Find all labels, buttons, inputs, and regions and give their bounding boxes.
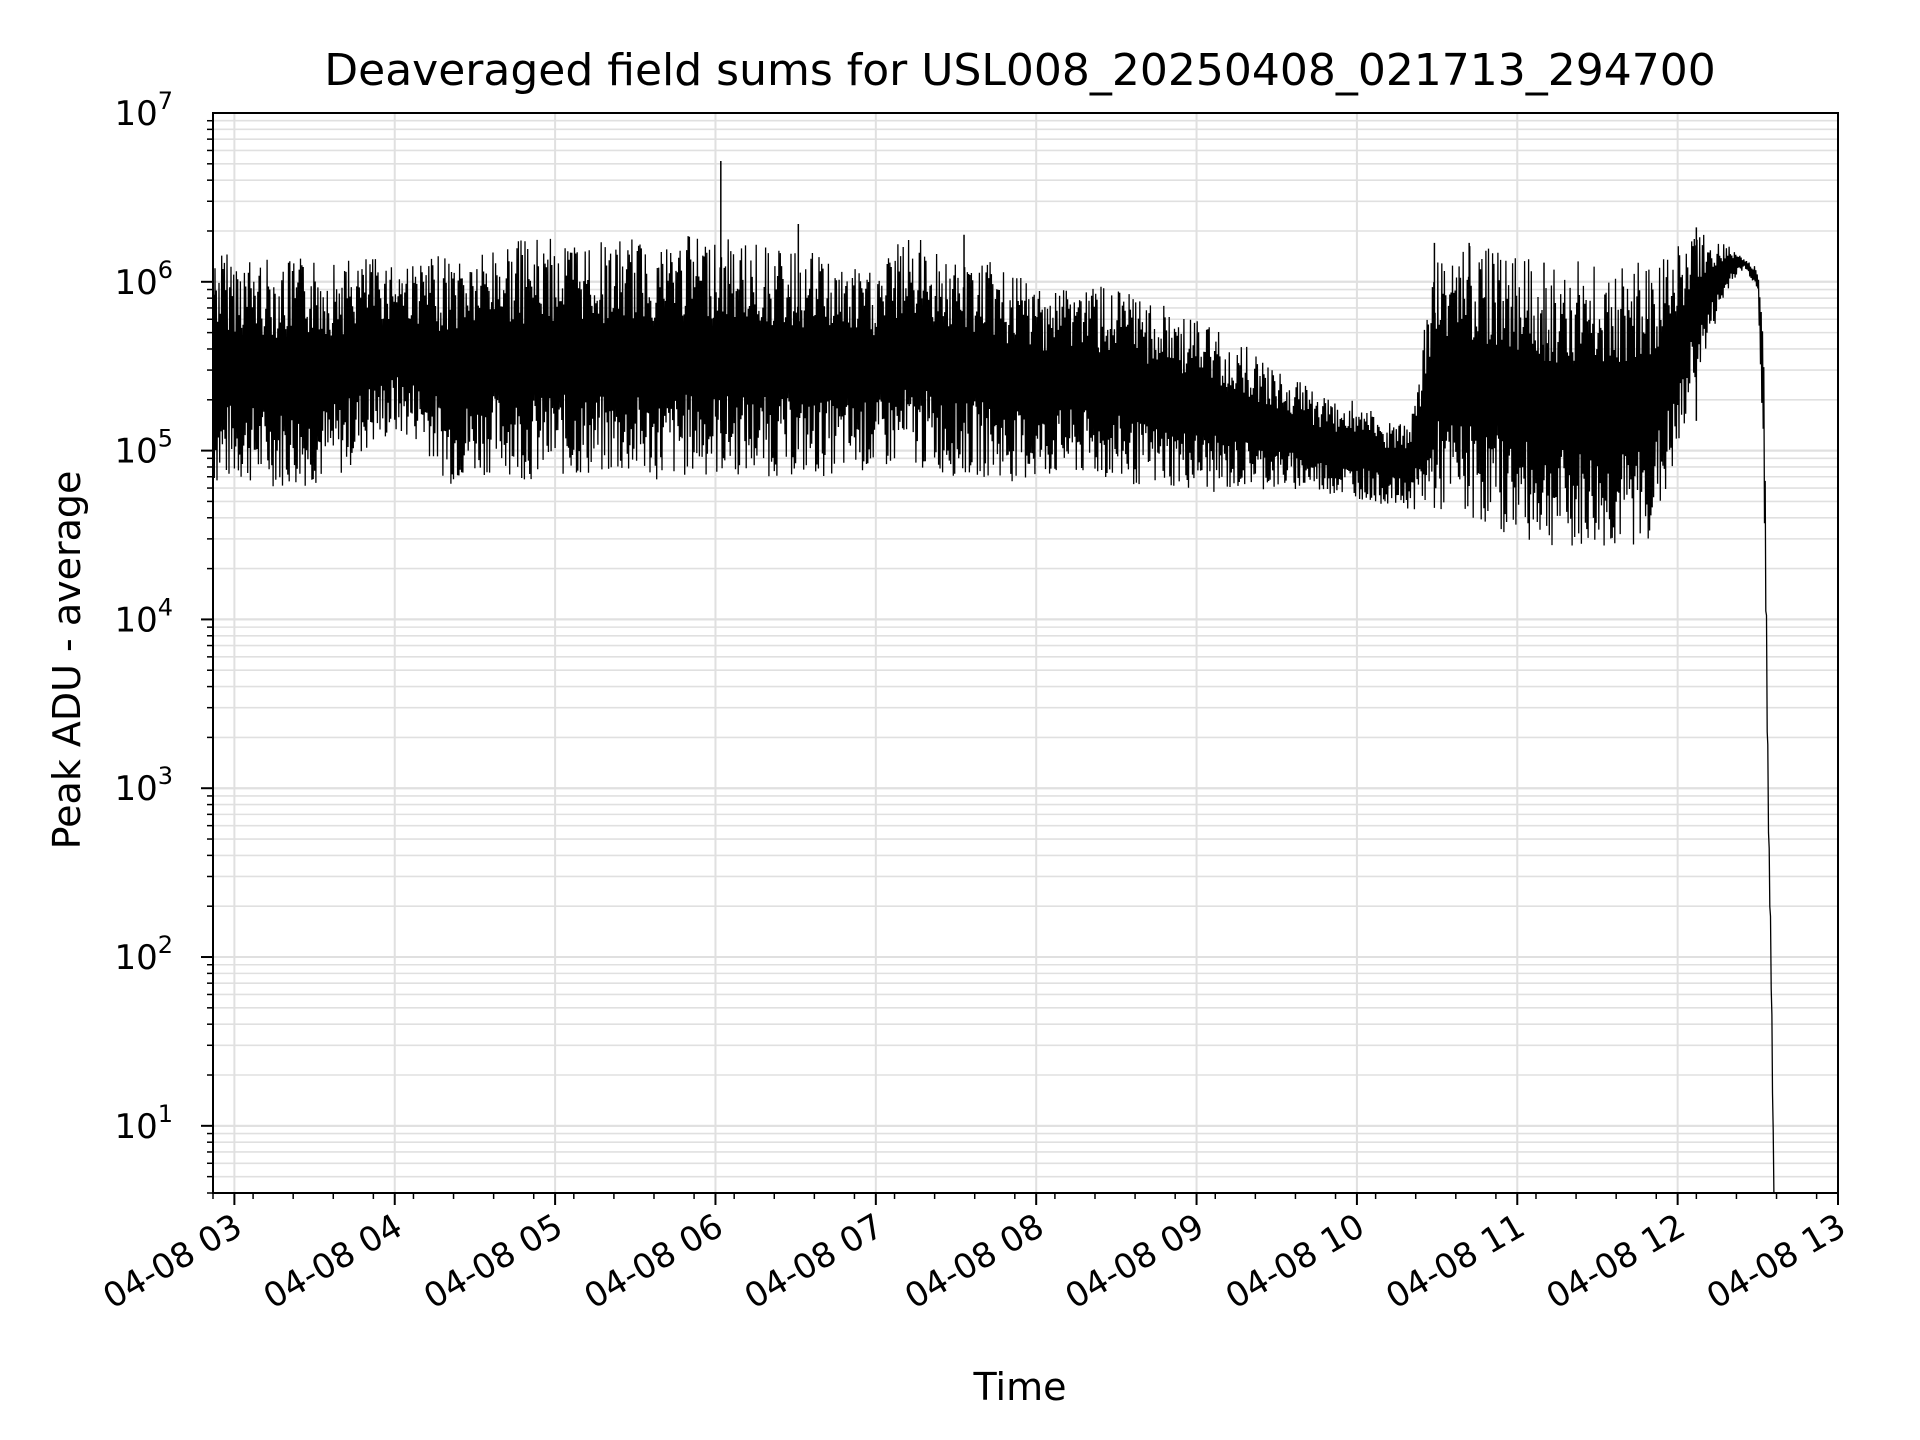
- x-tick-label: 04-08 13: [1700, 1206, 1852, 1317]
- x-tick-label: 04-08 08: [898, 1206, 1050, 1317]
- y-tick-label: 105: [114, 425, 173, 472]
- x-tick-label: 04-08 09: [1059, 1206, 1211, 1317]
- plot-area-frame: [212, 112, 1839, 1194]
- x-tick-label: 04-08 10: [1219, 1206, 1371, 1317]
- x-tick-label: 04-08 05: [417, 1206, 569, 1317]
- series-polyline: [212, 234, 1775, 1194]
- y-axis-label: Peak ADU - average: [45, 471, 89, 850]
- x-tick-label: 04-08 07: [738, 1206, 890, 1317]
- x-axis-ticks: 04-08 03 04-08 04 04-08 05 04-08 06 04-08 07…: [96, 1193, 1853, 1317]
- series-line: [212, 160, 1775, 1194]
- y-tick-label: 101: [114, 1100, 173, 1147]
- x-tick-label: 04-08 12: [1540, 1206, 1692, 1317]
- x-tick-label: 04-08 06: [578, 1206, 730, 1317]
- y-tick-label: 104: [114, 593, 173, 640]
- x-tick-label: 04-08 04: [257, 1206, 409, 1317]
- x-axis-label: Time: [973, 1365, 1067, 1409]
- y-tick-label: 106: [114, 256, 173, 303]
- y-tick-label: 103: [114, 762, 173, 809]
- y-axis-ticks: 101 102 103 104 105 106 107: [114, 87, 213, 1194]
- chart-title: Deaveraged field sums for USL008_2025040…: [324, 45, 1716, 96]
- y-tick-label: 107: [114, 87, 173, 134]
- x-tick-label: 04-08 03: [96, 1206, 248, 1317]
- x-tick-label: 04-08 11: [1379, 1206, 1531, 1317]
- y-tick-label: 102: [114, 931, 173, 978]
